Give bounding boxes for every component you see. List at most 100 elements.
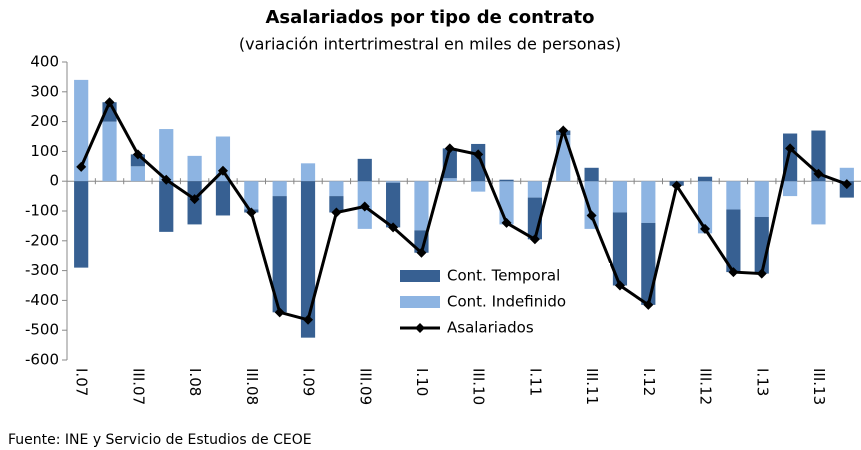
marker bbox=[756, 268, 767, 279]
bar bbox=[641, 181, 656, 223]
legend-swatch bbox=[400, 270, 440, 282]
bar bbox=[697, 181, 713, 234]
bar bbox=[74, 181, 89, 268]
source: Fuente: INE y Servicio de Estudios de CE… bbox=[8, 432, 312, 448]
x-tick-label: III.11 bbox=[583, 368, 601, 405]
bar bbox=[272, 181, 287, 197]
marker bbox=[161, 174, 172, 185]
bar bbox=[187, 155, 202, 182]
y-tick-label: -300 bbox=[25, 261, 59, 279]
bar bbox=[839, 167, 854, 182]
marker bbox=[444, 143, 455, 154]
y-tick-label: -600 bbox=[25, 351, 59, 369]
y-tick-label: -500 bbox=[25, 321, 59, 339]
bar bbox=[584, 181, 599, 229]
x-tick-label: I.09 bbox=[300, 368, 318, 396]
marker bbox=[586, 210, 597, 221]
legend-label: Asalariados bbox=[447, 319, 534, 337]
bar bbox=[386, 182, 401, 228]
legend-swatch bbox=[400, 296, 440, 308]
bar bbox=[159, 181, 174, 232]
x-tick-label: I.10 bbox=[413, 368, 431, 396]
marker bbox=[558, 125, 569, 136]
x-tick-label: I.12 bbox=[640, 368, 658, 396]
bar bbox=[130, 166, 145, 182]
x-tick-label: III.07 bbox=[129, 368, 147, 405]
legend-label: Cont. Temporal bbox=[447, 267, 560, 285]
bar bbox=[215, 181, 231, 216]
marker bbox=[303, 314, 314, 325]
marker bbox=[813, 168, 824, 179]
x-tick-label: III.09 bbox=[356, 368, 374, 405]
bar bbox=[697, 176, 713, 182]
x-tick-label: III.13 bbox=[810, 368, 828, 405]
x-tick-label: I.11 bbox=[526, 368, 544, 396]
y-tick-label: 300 bbox=[30, 82, 59, 100]
bar bbox=[811, 181, 826, 225]
marker bbox=[700, 223, 711, 234]
bar bbox=[442, 178, 457, 182]
legend-swatch bbox=[415, 323, 425, 333]
y-tick-label: -200 bbox=[25, 231, 59, 249]
y-tick-label: -100 bbox=[25, 202, 59, 220]
bar bbox=[584, 167, 599, 182]
y-tick-label: 0 bbox=[49, 172, 59, 190]
marker bbox=[246, 207, 257, 218]
marker bbox=[76, 161, 87, 172]
bar bbox=[783, 181, 798, 197]
bar bbox=[386, 181, 401, 183]
x-tick-label: III.08 bbox=[243, 368, 261, 405]
bar bbox=[300, 181, 316, 338]
x-tick-label: I.13 bbox=[753, 368, 771, 396]
marker bbox=[643, 299, 654, 310]
bar bbox=[641, 222, 656, 305]
legend-label: Cont. Indefinido bbox=[447, 293, 566, 311]
y-tick-label: 100 bbox=[30, 142, 59, 160]
bar bbox=[811, 130, 826, 182]
marker bbox=[529, 234, 540, 245]
x-tick-label: I.07 bbox=[73, 368, 91, 396]
chart-title: Asalariados por tipo de contrato bbox=[265, 7, 594, 28]
y-tick-label: -400 bbox=[25, 291, 59, 309]
marker bbox=[331, 207, 342, 218]
bar bbox=[329, 181, 344, 197]
y-tick-label: 400 bbox=[30, 53, 59, 71]
bar bbox=[329, 196, 344, 213]
bar bbox=[130, 154, 145, 167]
bar bbox=[612, 181, 628, 213]
marker bbox=[671, 180, 682, 191]
line bbox=[79, 98, 848, 322]
marker bbox=[359, 201, 370, 212]
marker bbox=[785, 143, 796, 154]
marker bbox=[388, 222, 399, 233]
marker bbox=[614, 280, 625, 291]
bar bbox=[272, 196, 287, 313]
bar bbox=[102, 121, 117, 182]
marker bbox=[274, 307, 285, 318]
bar bbox=[754, 181, 769, 217]
bar bbox=[159, 129, 174, 182]
y-tick-label: 200 bbox=[30, 112, 59, 130]
bar bbox=[499, 179, 514, 182]
marker bbox=[104, 97, 115, 108]
bar bbox=[612, 212, 628, 286]
marker bbox=[841, 179, 852, 190]
bar bbox=[357, 158, 372, 182]
bar bbox=[300, 163, 316, 182]
marker bbox=[501, 217, 512, 228]
marker bbox=[416, 247, 427, 258]
bar bbox=[414, 181, 429, 231]
marker bbox=[728, 267, 739, 278]
marker bbox=[132, 149, 143, 160]
bar bbox=[527, 181, 542, 198]
marker bbox=[217, 165, 228, 176]
x-tick-label: I.08 bbox=[186, 368, 204, 396]
x-tick-label: III.10 bbox=[470, 368, 488, 405]
chart-subtitle: (variación intertrimestral en miles de p… bbox=[239, 35, 621, 54]
bar bbox=[726, 209, 741, 273]
x-tick-label: III.12 bbox=[697, 368, 715, 405]
marker bbox=[473, 149, 484, 160]
bar bbox=[471, 181, 486, 192]
marker bbox=[189, 194, 200, 205]
